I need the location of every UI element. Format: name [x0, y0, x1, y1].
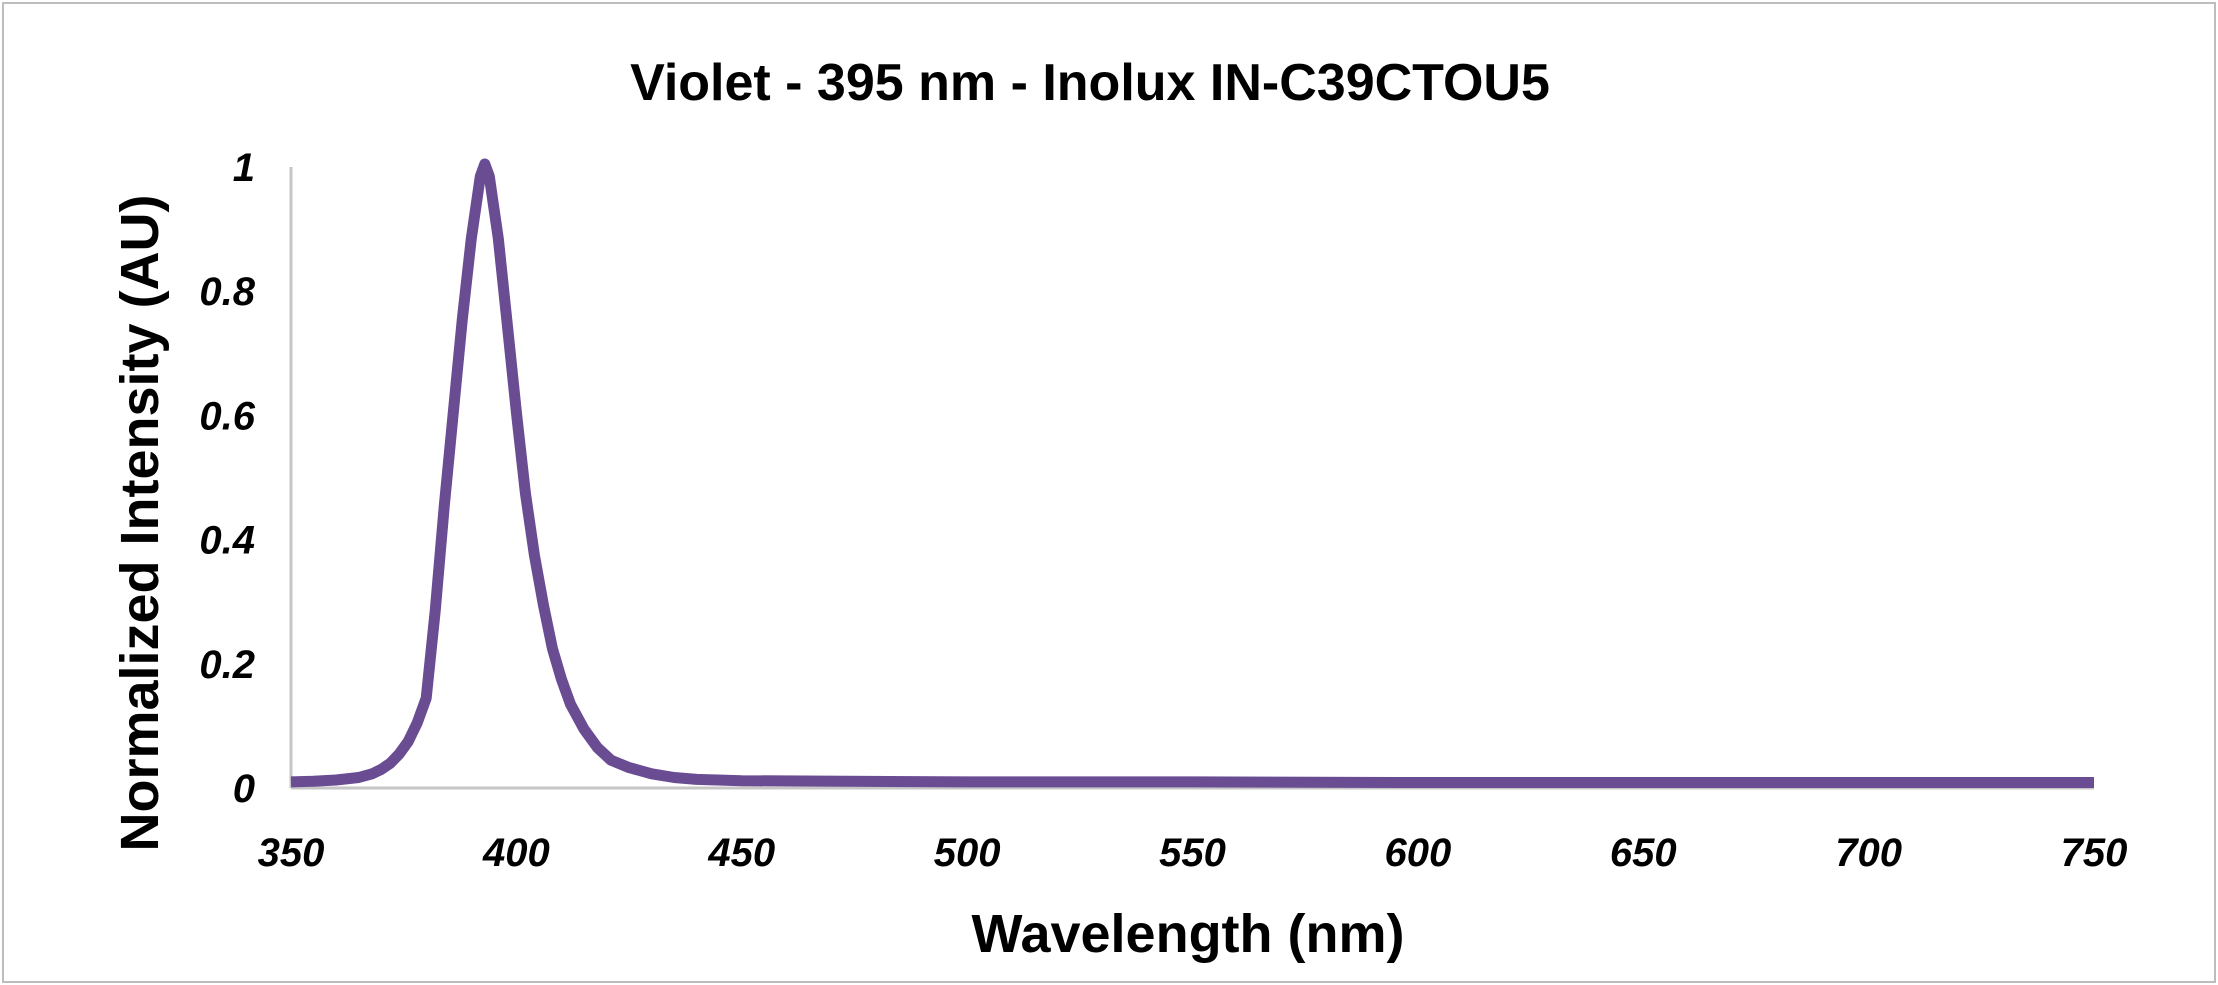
x-tick-label: 750	[2061, 831, 2128, 875]
x-tick-label: 550	[1159, 831, 1226, 875]
y-tick-label: 0.6	[199, 394, 255, 438]
x-tick-label: 500	[934, 831, 1001, 875]
x-tick-label: 450	[707, 831, 775, 875]
x-axis-label: Wavelength (nm)	[971, 904, 1404, 964]
x-tick-label: 400	[482, 831, 550, 875]
series-line	[290, 158, 2094, 788]
x-tick-label: 350	[258, 831, 325, 875]
x-tick-label: 600	[1385, 831, 1452, 875]
y-tick-label: 0.2	[199, 643, 255, 687]
x-tick-label: 700	[1835, 831, 1902, 875]
y-tick-label: 1	[233, 146, 255, 190]
y-tick-label: 0.4	[199, 519, 255, 563]
y-tick-label: 0	[233, 767, 255, 811]
chart-title: Violet - 395 nm - Inolux IN-C39CTOU5	[630, 54, 1550, 112]
x-tick-label: 650	[1610, 831, 1677, 875]
y-tick-label: 0.8	[199, 270, 255, 314]
y-axis-label: Normalized Intensity (AU)	[110, 194, 170, 851]
